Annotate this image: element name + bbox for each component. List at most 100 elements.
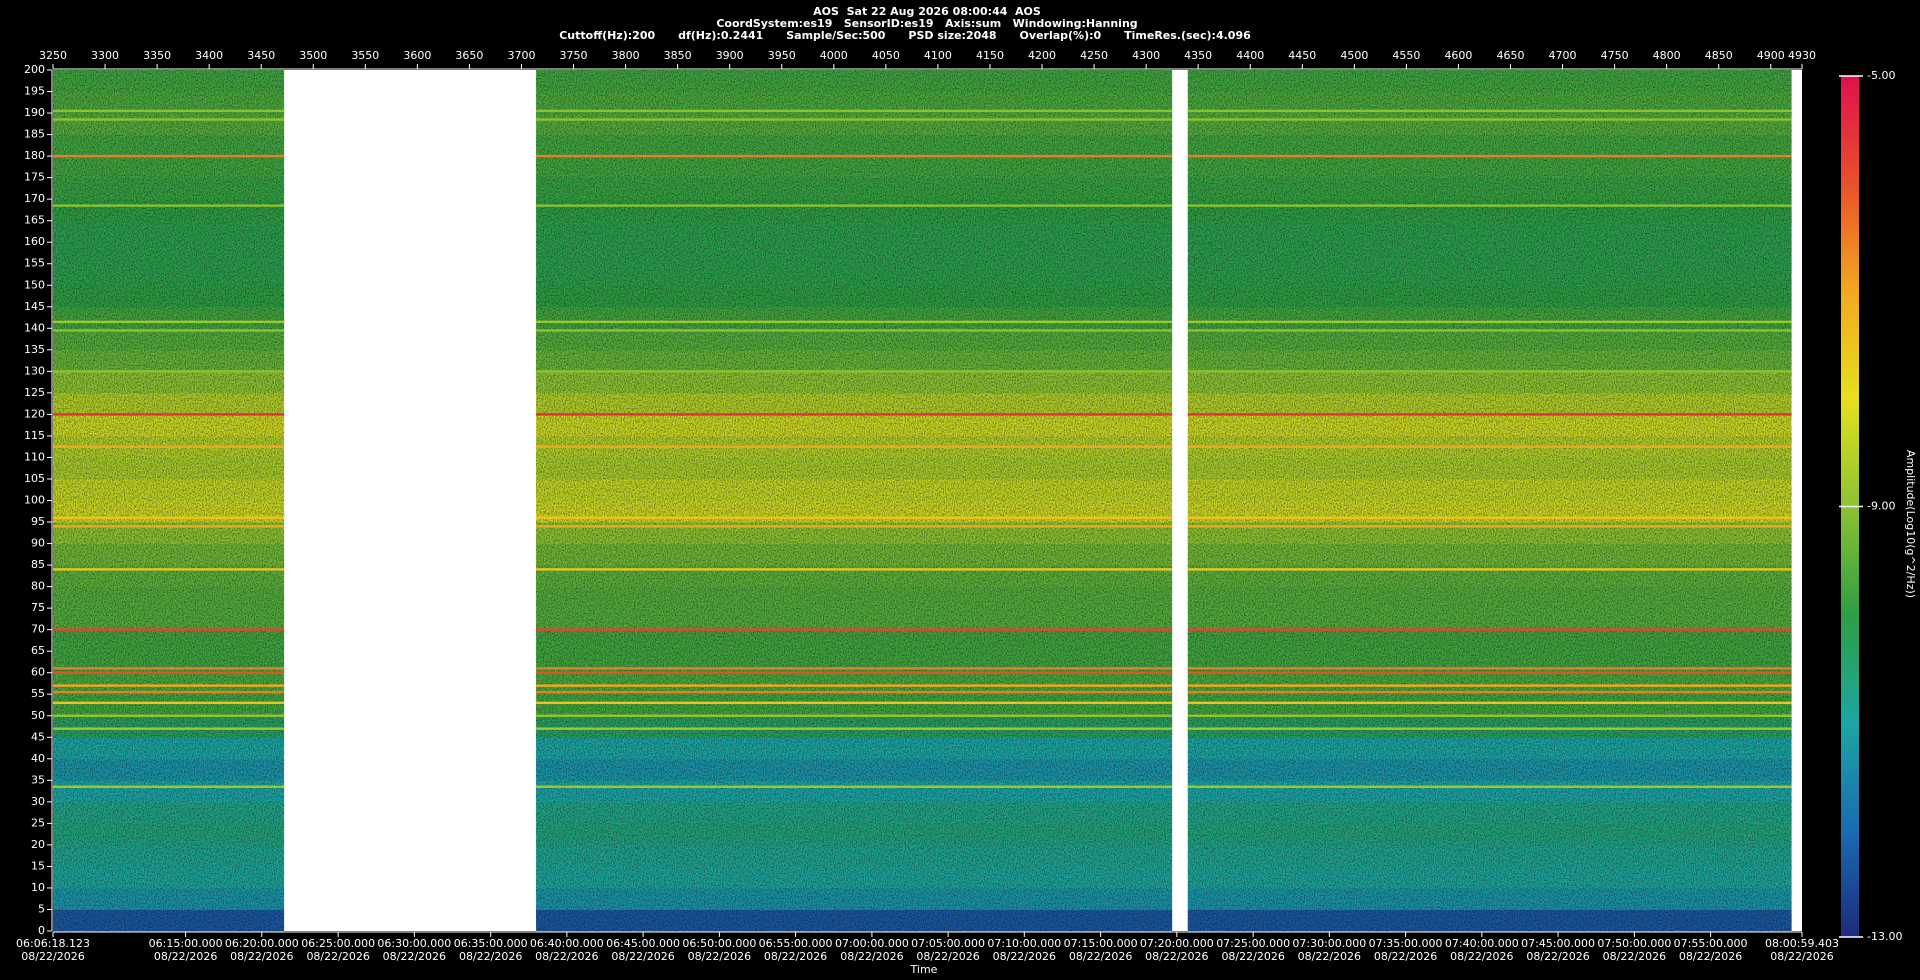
- y-tick-label: 10: [31, 881, 45, 894]
- tone-line: [53, 628, 285, 631]
- y-tick-label: 60: [31, 666, 45, 679]
- x2-tick-label: 06:15:00.000 08/22/2026: [148, 937, 223, 963]
- tone-line: [536, 445, 1173, 448]
- x2-tick-label: 07:45:00.000 08/22/2026: [1521, 937, 1596, 963]
- tone-line: [1187, 785, 1792, 788]
- x2-tick-label: 07:40:00.000 08/22/2026: [1444, 937, 1519, 963]
- chart-subtitle: Cuttoff(Hz):200 df(Hz):0.2441 Sample/Sec…: [559, 29, 1251, 42]
- tone-line: [53, 667, 285, 670]
- x2-tick-label: 06:50:00.000 08/22/2026: [682, 937, 757, 963]
- y-tick-label: 20: [31, 838, 45, 851]
- x-tick-label: 4400: [1236, 49, 1264, 62]
- tone-line: [536, 785, 1173, 788]
- x-tick-label: 4000: [820, 49, 848, 62]
- tone-line: [536, 714, 1173, 717]
- x2-tick-label: 07:25:00.000 08/22/2026: [1216, 937, 1291, 963]
- x-tick-label: 4650: [1497, 49, 1525, 62]
- tone-line: [536, 154, 1173, 158]
- y-tick-label: 40: [31, 752, 45, 765]
- tone-line: [1187, 154, 1792, 158]
- x-tick-label: 4850: [1705, 49, 1733, 62]
- x2-tick-label: 06:55:00.000 08/22/2026: [758, 937, 833, 963]
- tone-line: [53, 329, 285, 332]
- colorbar-tick-label: -9.00: [1867, 500, 1895, 513]
- y-tick-label: 180: [24, 149, 45, 162]
- x2-tick-label: 07:15:00.000 08/22/2026: [1063, 937, 1138, 963]
- tone-line: [53, 568, 285, 571]
- x-tick-label: 4500: [1340, 49, 1368, 62]
- tone-line: [1187, 525, 1792, 528]
- x2-tick-label: 07:20:00.000 08/22/2026: [1139, 937, 1214, 963]
- y-tick-label: 55: [31, 687, 45, 700]
- x-tick-label: 3600: [403, 49, 431, 62]
- x2-tick-label: 07:30:00.000 08/22/2026: [1292, 937, 1367, 963]
- x2-tick-label: 07:05:00.000 08/22/2026: [911, 937, 986, 963]
- x2-tick-label: 07:50:00.000 08/22/2026: [1597, 937, 1672, 963]
- chart-subtitle: CoordSystem:es19 SensorID:es19 Axis:sum …: [716, 17, 1137, 30]
- x2-tick-label: 06:25:00.000 08/22/2026: [301, 937, 376, 963]
- tone-line: [1187, 445, 1792, 448]
- y-tick-label: 90: [31, 537, 45, 550]
- tone-line: [536, 727, 1173, 730]
- tone-line: [1187, 727, 1792, 730]
- tone-line: [536, 329, 1173, 332]
- tone-line: [536, 684, 1173, 687]
- y-tick-label: 100: [24, 494, 45, 507]
- tone-line: [53, 445, 285, 448]
- y-tick-label: 25: [31, 816, 45, 829]
- x-tick-label: 4100: [924, 49, 952, 62]
- tone-line: [1187, 370, 1792, 373]
- tone-line: [53, 714, 285, 717]
- x-tick-label: 4900: [1757, 49, 1785, 62]
- y-tick-label: 160: [24, 235, 45, 248]
- tone-line: [536, 413, 1173, 416]
- tone-line: [536, 525, 1173, 528]
- y-tick-label: 190: [24, 106, 45, 119]
- x-tick-label: 4800: [1653, 49, 1681, 62]
- tone-line: [53, 204, 285, 207]
- x-tick-label: 4050: [872, 49, 900, 62]
- y-tick-label: 135: [24, 343, 45, 356]
- tone-line: [1187, 118, 1792, 121]
- y-tick-label: 200: [24, 63, 45, 76]
- x-tick-label: 4750: [1601, 49, 1629, 62]
- chart-title: AOS Sat 22 Aug 2026 08:00:44 AOS: [813, 5, 1041, 18]
- y-tick-label: 85: [31, 558, 45, 571]
- tone-line: [536, 516, 1173, 519]
- tone-line: [1187, 516, 1792, 519]
- y-tick-label: 130: [24, 364, 45, 377]
- x2-tick-label: 06:35:00.000 08/22/2026: [453, 937, 528, 963]
- x-tick-label: 4250: [1080, 49, 1108, 62]
- tone-line: [53, 701, 285, 705]
- x-tick-label: 3850: [664, 49, 692, 62]
- x-tick-label: 4300: [1132, 49, 1160, 62]
- x-tick-label: 3800: [612, 49, 640, 62]
- tone-line: [53, 516, 285, 519]
- x-tick-label: 4930: [1788, 49, 1816, 62]
- tone-line: [53, 690, 285, 694]
- y-tick-label: 50: [31, 709, 45, 722]
- y-tick-label: 80: [31, 580, 45, 593]
- tone-line: [53, 671, 285, 674]
- x-tick-label: 3300: [91, 49, 119, 62]
- x2-tick-label: 06:40:00.000 08/22/2026: [529, 937, 604, 963]
- tone-line: [53, 118, 285, 121]
- x-tick-label: 4700: [1549, 49, 1577, 62]
- colorbar-label: Amplitude(Log10(g^2/Hz)): [1904, 450, 1917, 598]
- x-tick-label: 4450: [1288, 49, 1316, 62]
- tone-line: [1187, 701, 1792, 705]
- tone-line: [536, 701, 1173, 705]
- tone-line: [536, 118, 1173, 121]
- tone-line: [1187, 714, 1792, 717]
- x-tick-label: 4350: [1184, 49, 1212, 62]
- tone-line: [1187, 690, 1792, 694]
- x-tick-label: 3950: [768, 49, 796, 62]
- y-tick-label: 195: [24, 85, 45, 98]
- x2-tick-label: 07:55:00.000 08/22/2026: [1673, 937, 1748, 963]
- x2-tick-label: 06:45:00.000 08/22/2026: [606, 937, 681, 963]
- tone-line: [1187, 684, 1792, 687]
- x2-tick-label: 07:10:00.000 08/22/2026: [987, 937, 1062, 963]
- tone-line: [53, 109, 285, 113]
- tone-line: [1187, 568, 1792, 571]
